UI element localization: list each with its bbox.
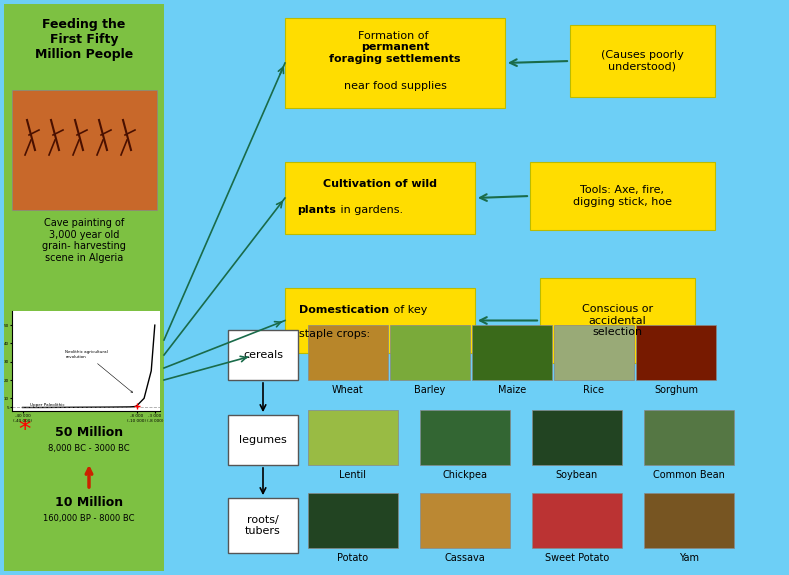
- Bar: [12, 90, 157, 210]
- Bar: [644, 493, 734, 548]
- Text: plants: plants: [297, 205, 336, 215]
- Text: Domestication: Domestication: [299, 305, 389, 315]
- Bar: [570, 25, 715, 97]
- Text: staple crops:: staple crops:: [299, 329, 370, 339]
- Text: Common Bean: Common Bean: [653, 470, 725, 480]
- Text: Upper Paleolithic: Upper Paleolithic: [30, 403, 65, 407]
- Bar: [636, 325, 716, 380]
- Text: Maize: Maize: [498, 385, 526, 395]
- Bar: [4, 4, 164, 571]
- Text: of key: of key: [390, 305, 428, 315]
- Text: Barley: Barley: [414, 385, 446, 395]
- Text: Formation of: Formation of: [358, 31, 432, 41]
- Text: 10 Million: 10 Million: [55, 496, 123, 509]
- Text: Chickpea: Chickpea: [443, 470, 488, 480]
- Text: near food supplies: near food supplies: [343, 81, 447, 91]
- Text: permanent
foraging settlements: permanent foraging settlements: [329, 42, 461, 64]
- Text: Cave painting of
3,000 year old
grain- harvesting
scene in Algeria: Cave painting of 3,000 year old grain- h…: [42, 218, 126, 263]
- Bar: [228, 498, 298, 553]
- Text: Lentil: Lentil: [339, 470, 367, 480]
- Bar: [540, 278, 695, 363]
- Bar: [285, 288, 475, 353]
- Text: cereals: cereals: [243, 350, 283, 360]
- Text: Sweet Potato: Sweet Potato: [545, 553, 609, 563]
- Text: Tools: Axe, fire,
digging stick, hoe: Tools: Axe, fire, digging stick, hoe: [573, 185, 672, 207]
- Text: Potato: Potato: [338, 553, 368, 563]
- Bar: [308, 325, 388, 380]
- Bar: [308, 493, 398, 548]
- Text: 160,000 BP - 8000 BC: 160,000 BP - 8000 BC: [43, 513, 135, 523]
- Bar: [228, 330, 298, 380]
- Text: Yam: Yam: [679, 553, 699, 563]
- Text: *: *: [18, 418, 30, 442]
- Text: Neolithic agricultural
revolution: Neolithic agricultural revolution: [65, 351, 133, 393]
- Bar: [420, 493, 510, 548]
- Bar: [530, 162, 715, 230]
- Text: Cultivation of wild: Cultivation of wild: [323, 179, 437, 189]
- Text: in gardens.: in gardens.: [337, 205, 403, 215]
- Text: (Causes poorly
understood): (Causes poorly understood): [601, 50, 684, 72]
- Bar: [308, 410, 398, 465]
- Text: Cassava: Cassava: [445, 553, 485, 563]
- Text: roots/
tubers: roots/ tubers: [245, 515, 281, 536]
- Bar: [285, 18, 505, 108]
- Bar: [554, 325, 634, 380]
- Bar: [228, 415, 298, 465]
- Text: Rice: Rice: [584, 385, 604, 395]
- Bar: [420, 410, 510, 465]
- Bar: [532, 410, 622, 465]
- Text: Conscious or
accidental
selection: Conscious or accidental selection: [582, 304, 653, 337]
- Text: Feeding the
First Fifty
Million People: Feeding the First Fifty Million People: [35, 18, 133, 61]
- Bar: [472, 325, 552, 380]
- Text: Wheat: Wheat: [332, 385, 364, 395]
- Text: legumes: legumes: [239, 435, 287, 445]
- Bar: [390, 325, 470, 380]
- Text: 50 Million: 50 Million: [55, 426, 123, 439]
- Text: Sorghum: Sorghum: [654, 385, 698, 395]
- Bar: [532, 493, 622, 548]
- Text: Soybean: Soybean: [556, 470, 598, 480]
- Text: 8,000 BC - 3000 BC: 8,000 BC - 3000 BC: [48, 443, 130, 453]
- Bar: [644, 410, 734, 465]
- Bar: [285, 162, 475, 234]
